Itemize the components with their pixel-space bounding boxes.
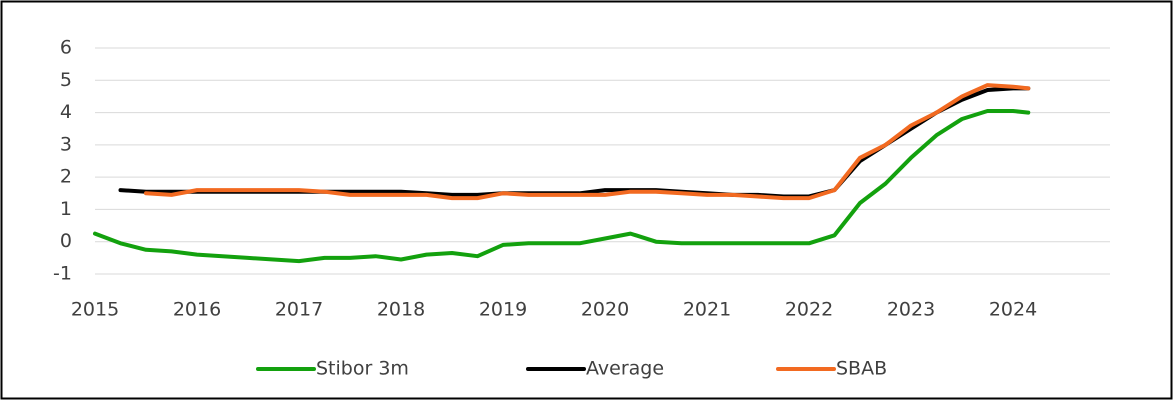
x-tick-label: 2019 xyxy=(479,299,527,321)
y-tick-label: 3 xyxy=(60,133,72,155)
x-tick-label: 2023 xyxy=(887,299,935,321)
x-tick-label: 2017 xyxy=(275,299,323,321)
x-tick-label: 2024 xyxy=(989,299,1037,321)
y-tick-label: 6 xyxy=(60,37,72,59)
series-line xyxy=(144,83,1031,201)
y-tick-label: 1 xyxy=(60,198,72,220)
legend-label: Stibor 3m xyxy=(316,358,409,380)
x-tick-label: 2015 xyxy=(71,299,119,321)
x-tick-label: 2018 xyxy=(377,299,425,321)
legend-label: Average xyxy=(586,358,664,380)
y-tick-label: 4 xyxy=(60,101,72,123)
y-tick-label: 2 xyxy=(60,166,72,188)
series-line xyxy=(93,109,1031,264)
x-tick-label: 2021 xyxy=(683,299,731,321)
x-tick-label: 2016 xyxy=(173,299,221,321)
y-tick-label: 0 xyxy=(60,230,72,252)
series-line xyxy=(118,86,1031,199)
legend-label: SBAB xyxy=(836,358,887,380)
y-tick-label: 5 xyxy=(60,69,72,91)
y-tick-label: -1 xyxy=(53,263,72,285)
x-tick-label: 2022 xyxy=(785,299,833,321)
x-tick-label: 2020 xyxy=(581,299,629,321)
